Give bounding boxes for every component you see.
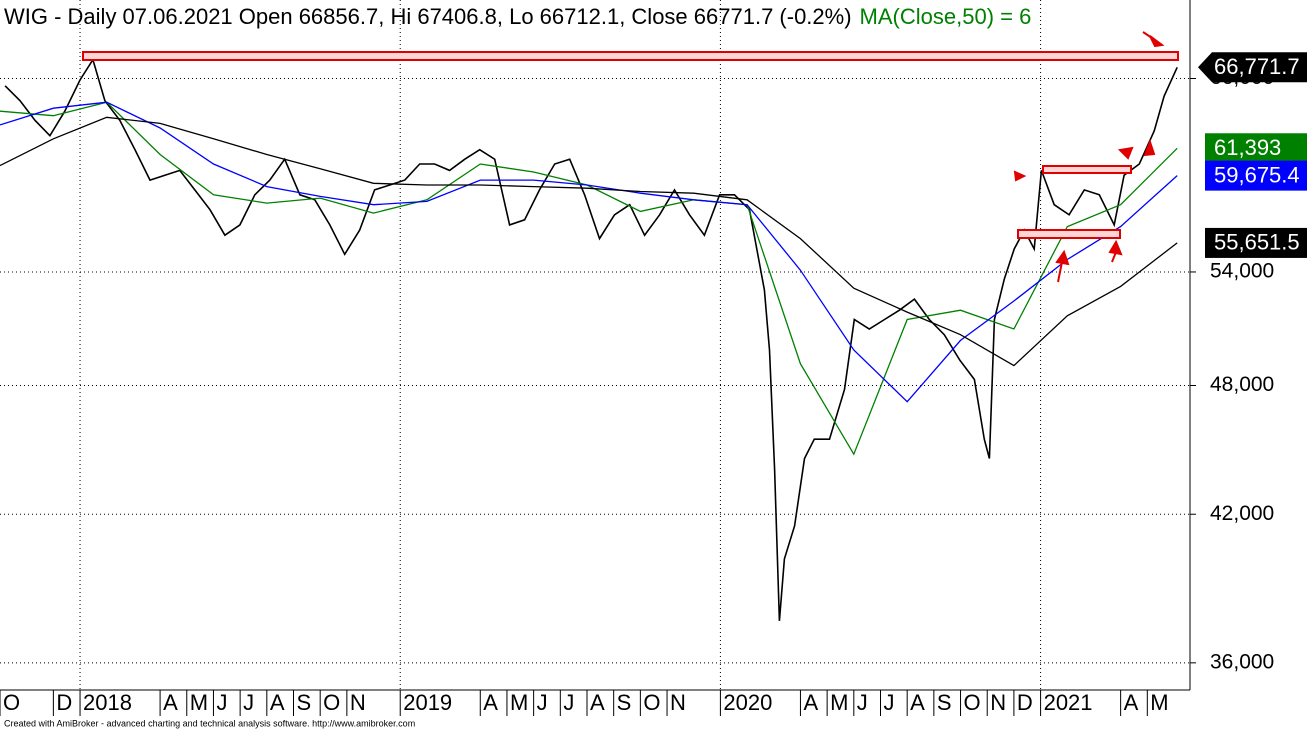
- y-tick-label: 54,000: [1210, 260, 1274, 283]
- title-text: WIG - Daily 07.06.2021 Open 66856.7, Hi …: [4, 4, 852, 29]
- last-value-label: 55,651.5: [1214, 230, 1300, 255]
- x-tick-label: 2019: [403, 690, 452, 715]
- x-tick-label: S: [937, 690, 952, 715]
- x-tick-label: J: [563, 690, 574, 715]
- ma-title: MA(Close,50) = 6: [860, 4, 1032, 29]
- x-tick-label: O: [964, 690, 981, 715]
- x-tick-label: A: [910, 690, 925, 715]
- x-tick-label: M: [830, 690, 848, 715]
- moving-average-line: [0, 116, 1178, 367]
- x-tick-label: S: [296, 690, 311, 715]
- x-tick-label: A: [803, 690, 818, 715]
- x-tick-label: J: [243, 690, 254, 715]
- axis-panel: [1190, 0, 1307, 730]
- y-tick-label: 48,000: [1210, 373, 1274, 396]
- moving-average-line: [0, 101, 1178, 403]
- x-tick-label: A: [590, 690, 605, 715]
- x-tick-label: N: [670, 690, 686, 715]
- x-tick-label: A: [270, 690, 285, 715]
- annotations: [82, 31, 1179, 283]
- x-tick-label: D: [56, 690, 72, 715]
- x-tick-label: O: [3, 690, 20, 715]
- x-tick-label: N: [990, 690, 1006, 715]
- last-value-box: [1198, 52, 1307, 83]
- last-value-box: [1205, 160, 1307, 191]
- x-tick-label: J: [216, 690, 227, 715]
- x-tick-label: A: [1124, 690, 1139, 715]
- x-tick-label: M: [190, 690, 208, 715]
- resistance-band: [82, 51, 1179, 61]
- x-tick-label: N: [350, 690, 366, 715]
- range-bottom-band: [1017, 229, 1121, 239]
- x-tick-label: M: [510, 690, 528, 715]
- x-tick-label: J: [537, 690, 548, 715]
- last-value-box: [1205, 133, 1307, 164]
- price-line: [4, 57, 1178, 621]
- x-tick-label: 2020: [723, 690, 772, 715]
- arrows: [1013, 31, 1165, 283]
- x-tick-label: S: [617, 690, 632, 715]
- x-tick-label: 2018: [83, 690, 132, 715]
- last-value-label: 61,393: [1214, 135, 1281, 160]
- x-tick-label: M: [1150, 690, 1168, 715]
- x-tick-label: 2021: [1044, 690, 1093, 715]
- last-value-label: 66,771.7: [1214, 54, 1300, 79]
- y-tick-label: 36,000: [1210, 650, 1274, 673]
- last-value-box: [1205, 227, 1307, 258]
- x-tick-label: O: [323, 690, 340, 715]
- y-tick-label: 42,000: [1210, 502, 1274, 525]
- x-tick-label: J: [883, 690, 894, 715]
- range-top-band: [1042, 165, 1132, 174]
- x-tick-label: D: [1017, 690, 1033, 715]
- chart-title: WIG - Daily 07.06.2021 Open 66856.7, Hi …: [4, 4, 1031, 29]
- last-value-label: 59,675.4: [1214, 162, 1300, 187]
- footer: Created with AmiBroker - advanced charti…: [4, 718, 415, 728]
- x-tick-label: J: [857, 690, 868, 715]
- x-tick-label: A: [163, 690, 178, 715]
- x-tick-label: A: [483, 690, 498, 715]
- x-tick-label: O: [643, 690, 660, 715]
